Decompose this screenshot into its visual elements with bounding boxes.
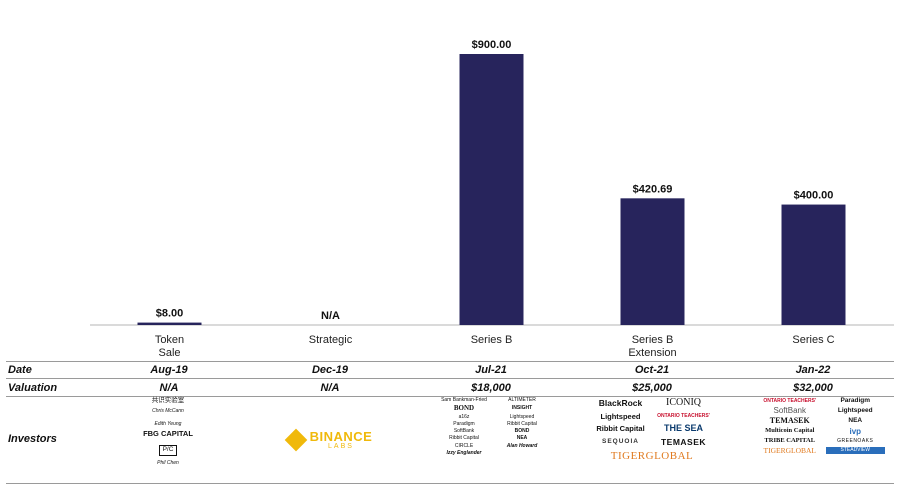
date-cell: Oct-21 bbox=[634, 364, 670, 376]
investors-strategic: BINANCE LABS bbox=[280, 398, 380, 482]
valuation-cell: $32,000 bbox=[793, 382, 833, 394]
table-rule bbox=[6, 361, 894, 362]
funding-table: Date Valuation Investors Aug-19 Dec-19 J… bbox=[0, 361, 900, 486]
row-label-investors: Investors bbox=[8, 433, 57, 445]
investor-logo: BlackRock bbox=[598, 397, 643, 408]
investor-logo: FBG CAPITAL bbox=[143, 429, 193, 439]
investors-series-b: Sam Bankman-Fried ALTIMETER BOND INSIGHT… bbox=[438, 397, 548, 482]
investor-logo: ONTARIO TEACHERS' bbox=[763, 397, 817, 404]
investor-logo: Lightspeed bbox=[837, 406, 873, 414]
investor-logo: SoftBank bbox=[773, 405, 806, 415]
investors-token-sale: 共识实验室 Chris McCann Edith Yeung FBG CAPIT… bbox=[128, 397, 208, 482]
investor-logo: Paradigm bbox=[453, 420, 475, 427]
investor-name: Chris McCann bbox=[152, 407, 184, 414]
investor-logo: NEA bbox=[848, 416, 863, 424]
investor-logo: STEADVIEW bbox=[825, 447, 885, 455]
table-rule bbox=[6, 396, 894, 397]
value-label: $900.00 bbox=[472, 39, 512, 51]
table-rule bbox=[6, 483, 894, 484]
category-label: Extension bbox=[628, 347, 676, 359]
investor-logo: THE SEA bbox=[663, 423, 703, 434]
date-cell: Dec-19 bbox=[311, 364, 349, 376]
investor-logo: CIRCLE bbox=[454, 442, 474, 449]
value-label: N/A bbox=[321, 310, 340, 322]
valuation-cell: $25,000 bbox=[632, 382, 672, 394]
valuation-cell: N/A bbox=[159, 382, 179, 394]
investor-logo: a16z bbox=[458, 413, 470, 420]
investor-logo: TIGERGLOBAL bbox=[610, 449, 694, 462]
bar bbox=[620, 198, 685, 325]
investors-series-c: ONTARIO TEACHERS' Paradigm SoftBank Ligh… bbox=[760, 397, 885, 482]
date-cell: Aug-19 bbox=[150, 364, 188, 376]
investor-logo: TIGERGLOBAL bbox=[763, 445, 817, 455]
category-label: Strategic bbox=[309, 334, 353, 346]
category-label: Sale bbox=[158, 347, 180, 359]
investor-logo: Ribbit Capital bbox=[596, 424, 645, 434]
investor-name: Edith Yeung bbox=[154, 421, 182, 428]
investor-logo: GREENOAKS bbox=[837, 437, 874, 444]
bar bbox=[781, 204, 846, 325]
category-label: Series B bbox=[471, 334, 513, 346]
investor-logo: SEQUOIA bbox=[602, 437, 639, 445]
investor-logo: Ribbit Capital bbox=[449, 435, 479, 442]
investor-logo: Lightspeed bbox=[509, 413, 535, 420]
investor-logo: P/C bbox=[158, 445, 178, 456]
date-cell: Jan-22 bbox=[795, 364, 831, 376]
investor-logo: Ribbit Capital bbox=[507, 420, 537, 427]
investor-logo: TEMASEK bbox=[769, 416, 810, 426]
investor-logo: TEMASEK bbox=[660, 436, 707, 447]
category-label: Token bbox=[155, 334, 184, 346]
investor-logo: ICONIQ bbox=[666, 397, 701, 408]
investor-logo: ALTIMETER bbox=[508, 397, 536, 403]
category-label: Series C bbox=[792, 334, 834, 346]
investor-logo: SoftBank bbox=[453, 428, 475, 435]
investor-logo: Multicoin Capital bbox=[765, 427, 815, 435]
valuation-cell: $18,000 bbox=[471, 382, 511, 394]
category-label: Series B bbox=[632, 334, 674, 346]
investor-logo: 共识实验室 bbox=[151, 397, 185, 404]
date-cell: Jul-21 bbox=[475, 364, 507, 376]
investors-series-b-extension: BlackRock ICONIQ Lightspeed ONTARIO TEAC… bbox=[592, 397, 712, 482]
row-label-valuation: Valuation bbox=[8, 382, 58, 394]
investor-name: Phil Chen bbox=[157, 460, 179, 467]
investor-logo: Paradigm bbox=[840, 397, 871, 404]
value-label: $420.69 bbox=[633, 183, 673, 195]
investor-logo: ivp bbox=[849, 426, 862, 436]
investor-logo: Sam Bankman-Fried bbox=[441, 397, 487, 403]
binance-diamond-icon bbox=[284, 428, 307, 452]
bar bbox=[459, 54, 524, 325]
row-label-date: Date bbox=[8, 364, 32, 376]
table-rule bbox=[6, 378, 894, 379]
value-label: $8.00 bbox=[156, 308, 184, 320]
binance-labs-logo: BINANCE LABS bbox=[284, 428, 373, 452]
valuation-cell: N/A bbox=[320, 382, 340, 394]
investor-logo: BOND bbox=[514, 428, 530, 435]
investor-name: Izzy Englander bbox=[446, 449, 482, 456]
value-label: $400.00 bbox=[794, 190, 834, 202]
investor-logo: Lightspeed bbox=[600, 411, 641, 421]
investor-logo: NEA bbox=[516, 435, 528, 442]
investor-name: Alan Howard bbox=[506, 442, 538, 449]
investor-logo: BOND bbox=[453, 404, 475, 413]
bar bbox=[137, 322, 202, 325]
investor-logo: TRIBE CAPITAL bbox=[764, 436, 816, 444]
investor-logo: ONTARIO TEACHERS' bbox=[657, 412, 710, 419]
investor-logo: INSIGHT bbox=[511, 405, 533, 412]
